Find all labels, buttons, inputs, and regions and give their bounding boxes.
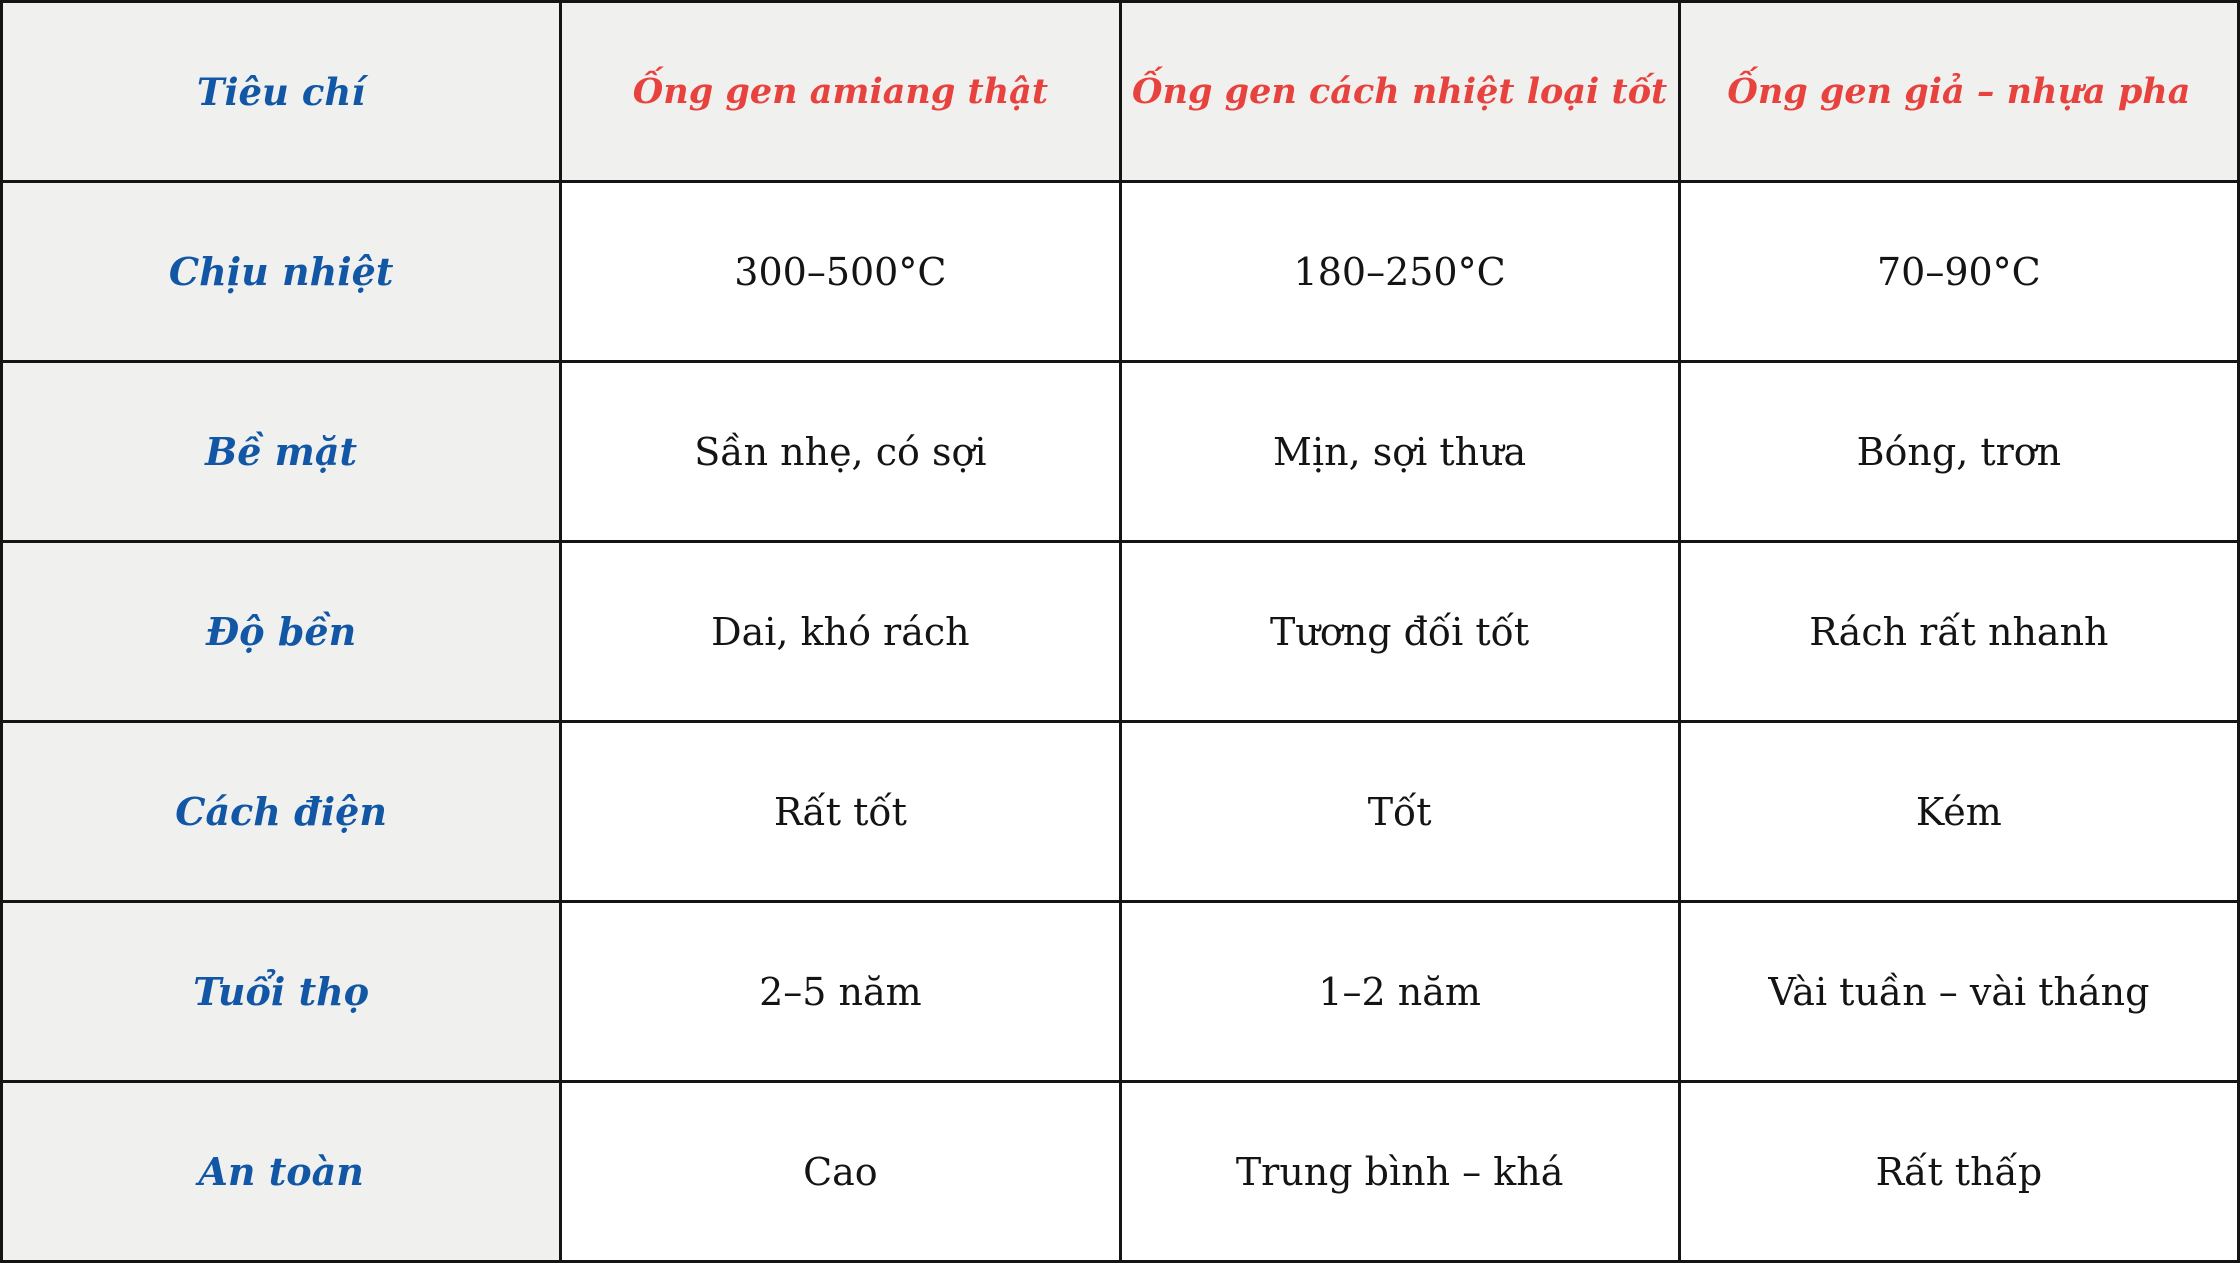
header-row: Tiêu chí Ống gen amiang thật Ống gen các… xyxy=(0,0,2240,183)
table-row: Cách điện Rất tốt Tốt Kém xyxy=(0,720,2240,903)
cell-value: Rất thấp xyxy=(1677,1080,2240,1263)
cell-value: Tốt xyxy=(1118,720,1681,903)
cell-value: Sần nhẹ, có sợi xyxy=(559,360,1122,543)
cell-value: Tương đối tốt xyxy=(1118,540,1681,723)
cell-value: Mịn, sợi thưa xyxy=(1118,360,1681,543)
cell-value: Vài tuần – vài tháng xyxy=(1677,900,2240,1083)
row-label-cach-dien: Cách điện xyxy=(0,720,563,903)
header-criteria: Tiêu chí xyxy=(0,0,563,183)
cell-value: Trung bình – khá xyxy=(1118,1080,1681,1263)
cell-value: 180–250°C xyxy=(1118,180,1681,363)
row-label-chiu-nhiet: Chịu nhiệt xyxy=(0,180,563,363)
cell-value: 300–500°C xyxy=(559,180,1122,363)
cell-value: 2–5 năm xyxy=(559,900,1122,1083)
table-row: An toàn Cao Trung bình – khá Rất thấp xyxy=(0,1080,2240,1263)
cell-value: Rách rất nhanh xyxy=(1677,540,2240,723)
table-row: Độ bền Dai, khó rách Tương đối tốt Rách … xyxy=(0,540,2240,723)
table-row: Bề mặt Sần nhẹ, có sợi Mịn, sợi thưa Bón… xyxy=(0,360,2240,543)
cell-value: 1–2 năm xyxy=(1118,900,1681,1083)
header-col-amiang-that: Ống gen amiang thật xyxy=(559,0,1122,183)
cell-value: Rất tốt xyxy=(559,720,1122,903)
table-row: Chịu nhiệt 300–500°C 180–250°C 70–90°C xyxy=(0,180,2240,363)
header-col-cach-nhiet-loai-tot: Ống gen cách nhiệt loại tốt xyxy=(1118,0,1681,183)
row-label-an-toan: An toàn xyxy=(0,1080,563,1263)
cell-value: 70–90°C xyxy=(1677,180,2240,363)
cell-value: Dai, khó rách xyxy=(559,540,1122,723)
cell-value: Kém xyxy=(1677,720,2240,903)
header-col-gia-nhua-pha: Ống gen giả – nhựa pha xyxy=(1677,0,2240,183)
cell-value: Bóng, trơn xyxy=(1677,360,2240,543)
cell-value: Cao xyxy=(559,1080,1122,1263)
row-label-tuoi-tho: Tuổi thọ xyxy=(0,900,563,1083)
row-label-do-ben: Độ bền xyxy=(0,540,563,723)
table-row: Tuổi thọ 2–5 năm 1–2 năm Vài tuần – vài … xyxy=(0,900,2240,1083)
row-label-be-mat: Bề mặt xyxy=(0,360,563,543)
